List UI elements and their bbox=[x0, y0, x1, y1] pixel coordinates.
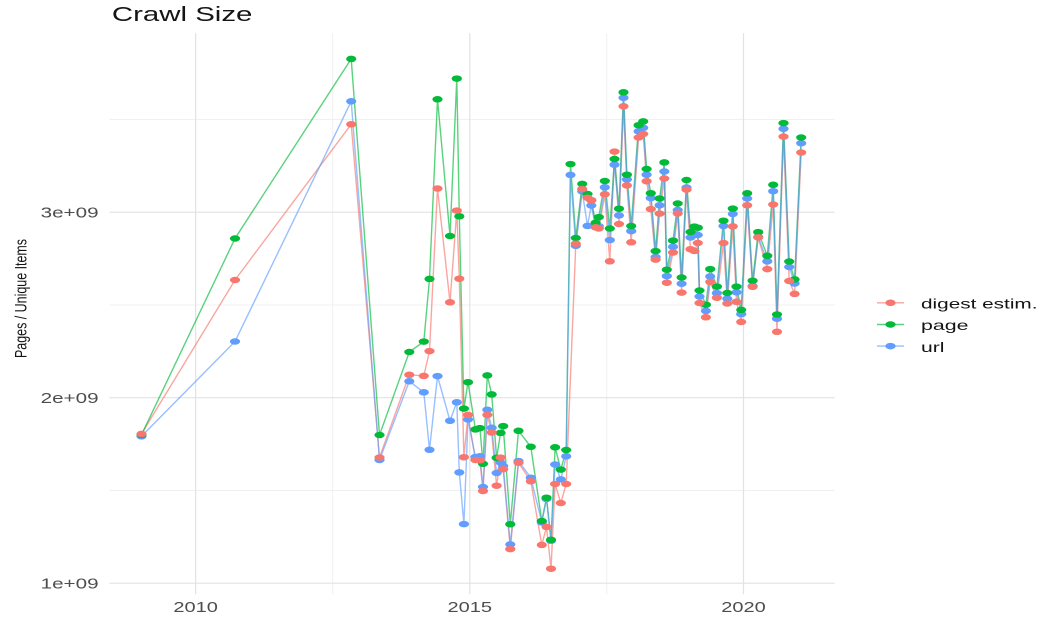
svg-text:2010: 2010 bbox=[173, 600, 218, 616]
svg-text:Crawl Size: Crawl Size bbox=[112, 4, 253, 26]
svg-text:3e+09: 3e+09 bbox=[41, 205, 99, 221]
svg-text:2e+09: 2e+09 bbox=[41, 391, 99, 407]
svg-text:url: url bbox=[921, 339, 945, 355]
svg-text:2020: 2020 bbox=[721, 600, 766, 616]
svg-text:digest estim.: digest estim. bbox=[921, 296, 1038, 312]
svg-text:1e+09: 1e+09 bbox=[41, 577, 99, 593]
svg-text:Pages / Unique Items: Pages / Unique Items bbox=[12, 239, 31, 358]
svg-text:page: page bbox=[921, 317, 969, 333]
svg-text:2015: 2015 bbox=[448, 600, 493, 616]
